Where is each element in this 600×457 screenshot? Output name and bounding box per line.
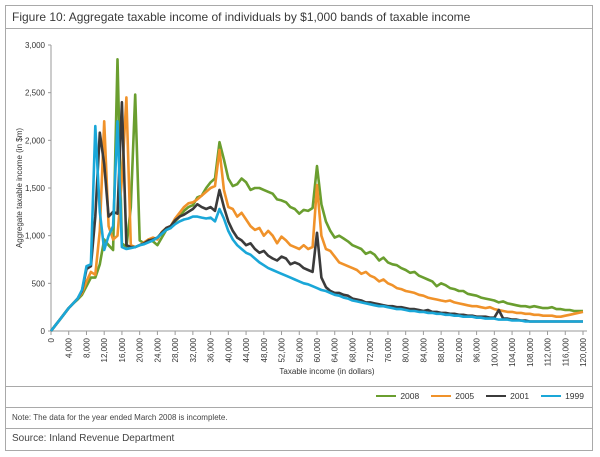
y-tick-label: 2,000 xyxy=(25,136,46,145)
x-tick-label: 116,000 xyxy=(561,337,570,366)
figure-title: Figure 10: Aggregate taxable income of i… xyxy=(12,10,471,24)
axes: 0 500 1,000 1,500 2,000 2,500 3,000 0 4,000 8,000… xyxy=(25,41,588,367)
x-tick-label: 76,000 xyxy=(384,337,393,362)
legend-swatch xyxy=(486,395,507,397)
series-line-2005 xyxy=(49,96,584,332)
legend: 2008 2005 2001 1999 xyxy=(376,391,584,401)
y-tick-label: 3,000 xyxy=(25,41,46,50)
x-tick-label: 92,000 xyxy=(455,337,464,362)
x-tick-label: 52,000 xyxy=(278,337,287,362)
y-tick-label: 1,500 xyxy=(25,184,46,193)
x-tick-label: 60,000 xyxy=(313,337,322,362)
x-tick-label: 32,000 xyxy=(189,337,198,362)
figure-source: Source: Inland Revenue Department xyxy=(12,433,175,444)
x-tick-label: 120,000 xyxy=(579,337,588,366)
y-axis-title: Aggregate taxable income (in $m) xyxy=(15,128,24,248)
x-tick-label: 24,000 xyxy=(153,337,162,362)
x-tick-label: 68,000 xyxy=(348,337,357,362)
legend-item-1999: 1999 xyxy=(541,391,584,401)
x-tick-label: 84,000 xyxy=(419,337,428,362)
x-tick-label: 64,000 xyxy=(331,337,340,362)
x-tick-label: 96,000 xyxy=(473,337,482,362)
series-line-1999 xyxy=(49,120,583,332)
x-tick-label: 112,000 xyxy=(544,337,553,366)
x-tick-label: 16,000 xyxy=(118,337,127,362)
legend-label: 2008 xyxy=(400,391,420,401)
y-tick-label: 2,500 xyxy=(25,89,46,98)
legend-label: 2005 xyxy=(455,391,475,401)
x-tick-label: 80,000 xyxy=(402,337,411,362)
legend-item-2005: 2005 xyxy=(431,391,474,401)
figure-frame: Figure 10: Aggregate taxable income of i… xyxy=(5,5,593,451)
x-tick-label: 40,000 xyxy=(224,337,233,362)
x-tick-label: 72,000 xyxy=(366,337,375,362)
legend-label: 2001 xyxy=(510,391,530,401)
x-tick-label: 20,000 xyxy=(136,337,145,362)
y-tick-label: 0 xyxy=(41,327,46,336)
note-row: Note: The data for the year ended March … xyxy=(6,408,592,429)
y-tick-label: 1,000 xyxy=(25,232,46,241)
x-tick-label: 28,000 xyxy=(171,337,180,362)
x-tick-label: 48,000 xyxy=(260,337,269,362)
x-tick-label: 4,000 xyxy=(65,337,74,358)
x-tick-label: 56,000 xyxy=(295,337,304,362)
x-tick-label: 88,000 xyxy=(437,337,446,362)
x-tick-label: 36,000 xyxy=(207,337,216,362)
x-tick-label: 44,000 xyxy=(242,337,251,362)
y-tick-label: 500 xyxy=(32,279,46,288)
x-tick-label: 12,000 xyxy=(100,337,109,362)
legend-item-2001: 2001 xyxy=(486,391,529,401)
x-axis-title: Taxable income (in dollars) xyxy=(279,367,374,376)
x-tick-label: 100,000 xyxy=(490,337,499,366)
x-tick-label: 108,000 xyxy=(526,337,535,366)
x-tick-label: 8,000 xyxy=(82,337,91,358)
legend-item-2008: 2008 xyxy=(376,391,419,401)
figure-note: Note: The data for the year ended March … xyxy=(12,413,228,422)
series-lines xyxy=(49,58,584,332)
series-line-2008 xyxy=(49,58,583,332)
legend-swatch xyxy=(431,395,452,397)
x-tick-label: 0 xyxy=(47,337,56,342)
legend-label: 1999 xyxy=(565,391,584,401)
x-tick-label: 104,000 xyxy=(508,337,517,366)
legend-swatch xyxy=(541,395,562,397)
legend-row: 2008 2005 2001 1999 xyxy=(6,386,592,408)
legend-swatch xyxy=(376,395,397,397)
title-row: Figure 10: Aggregate taxable income of i… xyxy=(6,6,592,29)
